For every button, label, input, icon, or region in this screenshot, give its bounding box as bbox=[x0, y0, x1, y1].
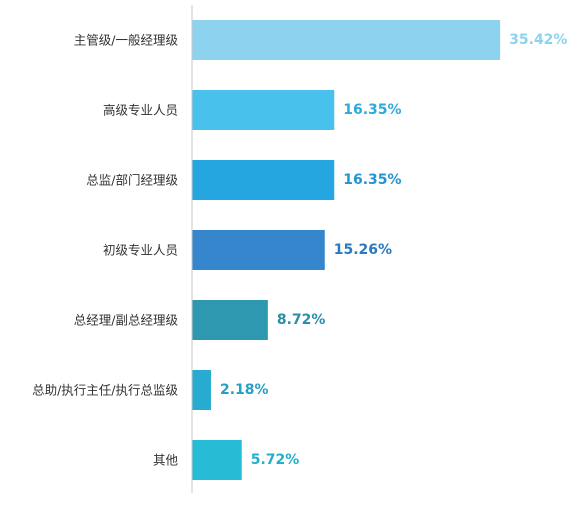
bar-4 bbox=[192, 300, 268, 340]
value-label-0: 35.42% bbox=[509, 32, 567, 48]
bar-6 bbox=[192, 440, 242, 480]
value-label-4: 8.72% bbox=[277, 312, 326, 328]
bars-group bbox=[192, 20, 501, 480]
category-label-4: 总经理/副总经理级 bbox=[74, 313, 179, 328]
value-labels-group: 35.42% 16.35% 16.35% 15.26% 8.72% 2.18% 5.72% bbox=[220, 32, 568, 468]
bar-0 bbox=[192, 20, 501, 60]
category-label-3: 初级专业人员 bbox=[103, 243, 178, 258]
bar-3 bbox=[192, 230, 325, 270]
value-label-2: 16.35% bbox=[343, 172, 401, 188]
category-label-5: 总助/执行主任/执行总监级 bbox=[32, 383, 178, 398]
category-label-6: 其他 bbox=[153, 453, 179, 468]
category-label-2: 总监/部门经理级 bbox=[86, 173, 178, 188]
bar-5 bbox=[192, 370, 211, 410]
bar-1 bbox=[192, 90, 335, 130]
category-label-0: 主管级/一般经理级 bbox=[74, 33, 179, 48]
category-labels-group: 主管级/一般经理级高级专业人员总监/部门经理级初级专业人员总经理/副总经理级总助… bbox=[32, 33, 178, 468]
value-label-3: 15.26% bbox=[334, 242, 392, 258]
value-label-5: 2.18% bbox=[220, 382, 269, 398]
category-label-1: 高级专业人员 bbox=[103, 103, 178, 118]
bar-2 bbox=[192, 160, 335, 200]
value-label-1: 16.35% bbox=[343, 102, 401, 118]
value-label-6: 5.72% bbox=[251, 452, 300, 468]
